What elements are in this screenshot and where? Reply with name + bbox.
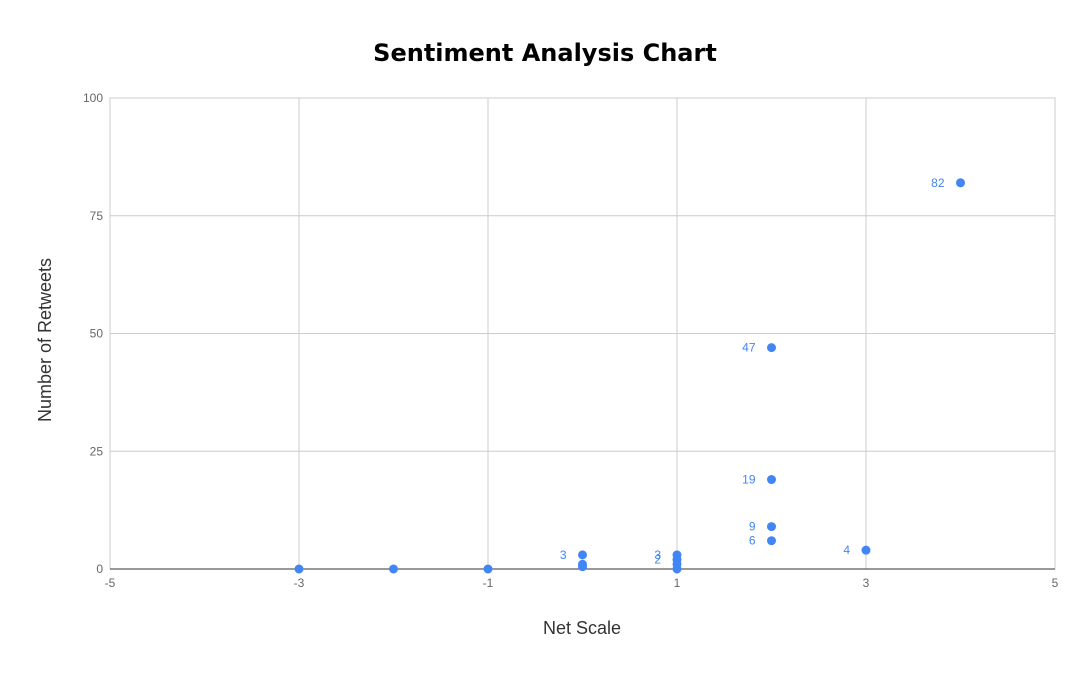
data-label: 2 — [654, 553, 661, 567]
data-point — [861, 545, 871, 555]
data-point — [767, 475, 776, 485]
grid — [109, 97, 1056, 570]
data-label: 3 — [654, 548, 661, 562]
data-label: 47 — [742, 341, 756, 355]
data-point — [767, 536, 776, 546]
data-points — [294, 178, 965, 574]
data-label: 9 — [749, 520, 756, 534]
data-point — [956, 178, 965, 188]
data-point — [767, 343, 776, 353]
y-tick-label: 50 — [90, 327, 104, 341]
y-tick-label: 25 — [90, 444, 104, 458]
x-axis-ticks: -5 -3 -1 1 3 5 — [105, 576, 1059, 590]
x-tick-label: -5 — [105, 576, 116, 590]
y-tick-label: 0 — [96, 562, 103, 576]
data-label: 4 — [843, 543, 850, 557]
y-axis-title: Number of Retweets — [35, 258, 55, 422]
data-point — [578, 550, 587, 560]
x-tick-label: -1 — [483, 576, 494, 590]
x-axis-title: Net Scale — [543, 618, 621, 638]
data-label: 3 — [560, 548, 567, 562]
x-tick-label: 1 — [674, 576, 681, 590]
y-tick-label: 100 — [83, 91, 103, 105]
data-label: 6 — [749, 534, 756, 548]
y-tick-label: 75 — [90, 209, 104, 223]
data-label: 19 — [742, 473, 756, 487]
x-tick-label: -3 — [294, 576, 305, 590]
data-point — [767, 522, 776, 532]
y-axis-ticks: 0 25 50 75 100 — [83, 91, 103, 576]
data-point — [389, 564, 398, 574]
data-point — [578, 562, 587, 572]
chart-title: Sentiment Analysis Chart — [373, 39, 717, 67]
data-point — [672, 564, 682, 574]
data-point — [294, 564, 304, 574]
data-point — [483, 564, 493, 574]
x-tick-label: 5 — [1052, 576, 1059, 590]
x-tick-label: 3 — [863, 576, 870, 590]
data-label: 82 — [931, 176, 945, 190]
